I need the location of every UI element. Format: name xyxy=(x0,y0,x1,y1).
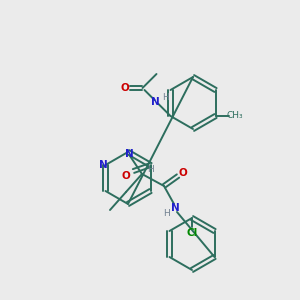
Text: N: N xyxy=(124,149,134,159)
Text: N: N xyxy=(99,160,108,170)
Text: Cl: Cl xyxy=(186,228,198,238)
Text: O: O xyxy=(178,168,188,178)
Text: H: H xyxy=(163,209,170,218)
Text: CH₃: CH₃ xyxy=(226,112,243,121)
Text: N: N xyxy=(171,203,179,213)
Text: N: N xyxy=(151,97,160,107)
Text: H: H xyxy=(162,94,169,103)
Text: H: H xyxy=(148,166,154,175)
Text: O: O xyxy=(120,83,129,93)
Text: O: O xyxy=(121,171,130,181)
